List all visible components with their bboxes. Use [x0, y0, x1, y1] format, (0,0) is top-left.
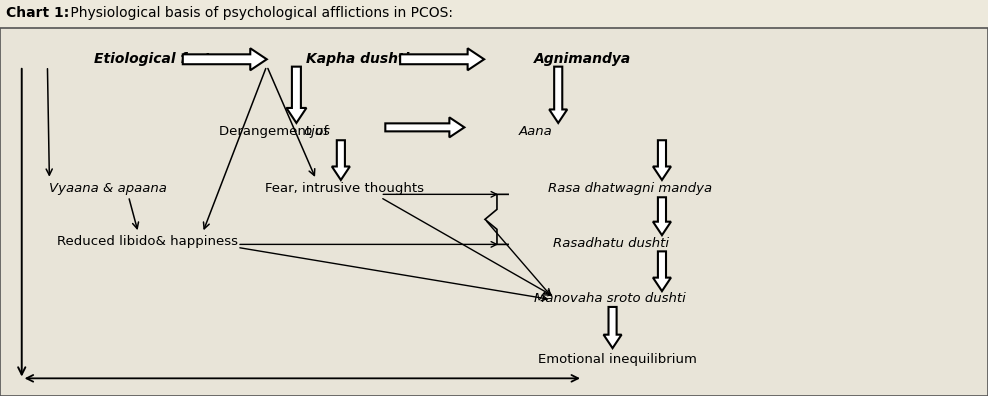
- Text: Reduced libido& happiness: Reduced libido& happiness: [57, 235, 238, 248]
- Polygon shape: [287, 67, 306, 123]
- Polygon shape: [400, 48, 484, 70]
- Text: Physiological basis of psychological afflictions in PCOS:: Physiological basis of psychological aff…: [66, 6, 453, 20]
- Text: Manovaha sroto dushti: Manovaha sroto dushti: [534, 292, 686, 305]
- Text: Aana: Aana: [519, 124, 552, 137]
- Polygon shape: [332, 140, 350, 180]
- Polygon shape: [385, 117, 464, 137]
- Text: Derangement of: Derangement of: [219, 124, 333, 137]
- Text: Emotional inequilibrium: Emotional inequilibrium: [538, 353, 698, 366]
- Text: Rasa dhatwagni mandya: Rasa dhatwagni mandya: [548, 182, 712, 194]
- Polygon shape: [653, 140, 671, 180]
- Text: Kapha dushti: Kapha dushti: [306, 52, 410, 66]
- Polygon shape: [183, 48, 267, 70]
- Polygon shape: [604, 307, 621, 348]
- Text: Agnimandya: Agnimandya: [534, 52, 630, 66]
- Text: Rasadhatu dushti: Rasadhatu dushti: [553, 237, 669, 250]
- Bar: [0, 0, 988, 28]
- Text: Fear, intrusive thoughts: Fear, intrusive thoughts: [265, 182, 424, 194]
- Text: Etiological factors: Etiological factors: [94, 52, 235, 66]
- Text: ojus: ojus: [303, 124, 330, 137]
- Polygon shape: [653, 197, 671, 235]
- Text: Vyaana & apaana: Vyaana & apaana: [49, 182, 167, 194]
- Polygon shape: [653, 251, 671, 291]
- Text: Chart 1:: Chart 1:: [6, 6, 69, 20]
- Polygon shape: [549, 67, 567, 123]
